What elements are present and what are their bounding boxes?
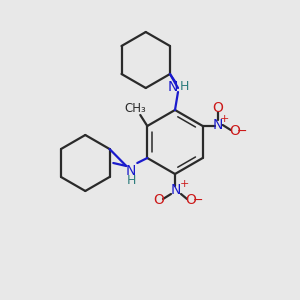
Text: −: − [193, 194, 203, 206]
Text: −: − [236, 124, 247, 137]
Text: +: + [220, 114, 230, 124]
Text: N: N [126, 164, 136, 178]
Text: H: H [179, 80, 189, 94]
Text: CH₃: CH₃ [124, 103, 146, 116]
Text: O: O [229, 124, 240, 138]
Text: N: N [171, 183, 181, 197]
Text: O: O [154, 193, 164, 207]
Text: H: H [127, 175, 136, 188]
Text: +: + [179, 179, 189, 189]
Text: O: O [212, 101, 223, 115]
Text: N: N [212, 118, 223, 132]
Text: O: O [186, 193, 196, 207]
Text: N: N [168, 80, 178, 94]
